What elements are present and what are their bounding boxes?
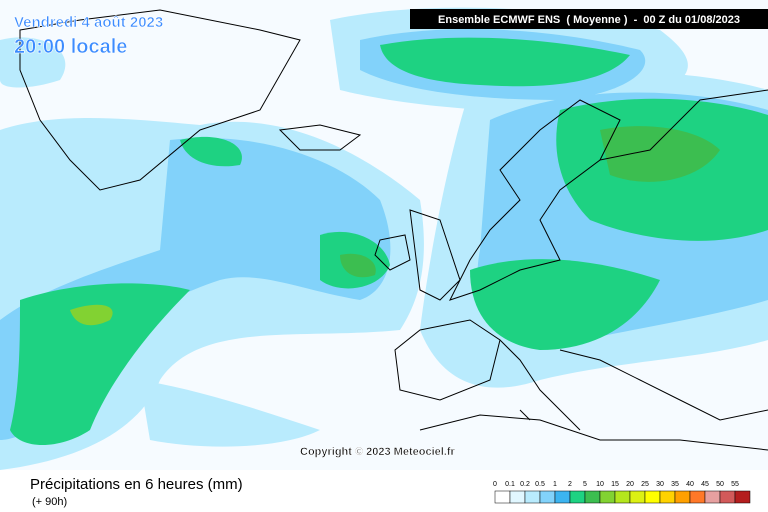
legend-swatch bbox=[599, 490, 616, 504]
legend-label: 0.5 bbox=[535, 481, 545, 488]
legend-swatch bbox=[524, 490, 541, 504]
model-run: Ensemble ECMWF ENS ( Moyenne ) - 00 Z du… bbox=[438, 14, 740, 26]
legend-label: 30 bbox=[656, 481, 664, 488]
legend-swatch bbox=[569, 490, 586, 504]
copyright: Copyright © 2023 Meteociel.fr bbox=[300, 446, 456, 458]
legend-label: 10 bbox=[596, 481, 604, 488]
legend-label: 25 bbox=[641, 481, 649, 488]
coastlines bbox=[19, 9, 768, 451]
legend-label: 50 bbox=[716, 481, 724, 488]
model-banner bbox=[410, 9, 768, 29]
forecast-time: 20:00 locale bbox=[14, 36, 127, 58]
legend-swatch bbox=[614, 490, 631, 504]
legend-label: 5 bbox=[583, 481, 587, 488]
precip-strong bbox=[70, 126, 720, 326]
legend-label: 35 bbox=[671, 481, 679, 488]
legend-label: 15 bbox=[611, 481, 619, 488]
legend-label: 2 bbox=[568, 481, 572, 488]
legend-swatch bbox=[659, 490, 676, 504]
legend-swatch bbox=[539, 490, 556, 504]
forecast-date: Vendredi 4 août 2023 bbox=[14, 14, 163, 31]
legend-label: 45 bbox=[701, 481, 709, 488]
legend-swatch bbox=[704, 490, 721, 504]
legend-label: 1 bbox=[553, 481, 557, 488]
legend-swatch bbox=[494, 490, 511, 504]
legend-swatch bbox=[719, 490, 736, 504]
legend-swatch bbox=[734, 490, 751, 504]
footer-title: Précipitations en 6 heures (mm) bbox=[30, 476, 243, 493]
legend-swatch bbox=[689, 490, 706, 504]
legend-label: 40 bbox=[686, 481, 694, 488]
legend-label: 0 bbox=[493, 481, 497, 488]
legend-swatch bbox=[554, 490, 571, 504]
legend-label: 0.2 bbox=[520, 481, 530, 488]
legend-swatch bbox=[584, 490, 601, 504]
legend: 0 0.1 0.2 0.5 1 2 5 10 15 20 25 30 35 40 45 50 55 bbox=[493, 481, 751, 504]
legend-swatch bbox=[629, 490, 646, 504]
legend-label: 0.1 bbox=[505, 481, 515, 488]
legend-swatch bbox=[674, 490, 691, 504]
legend-label: 20 bbox=[626, 481, 634, 488]
legend-swatch bbox=[509, 490, 526, 504]
forecast-lead: (+ 90h) bbox=[32, 496, 67, 508]
legend-swatch bbox=[644, 490, 661, 504]
legend-label: 55 bbox=[731, 481, 739, 488]
